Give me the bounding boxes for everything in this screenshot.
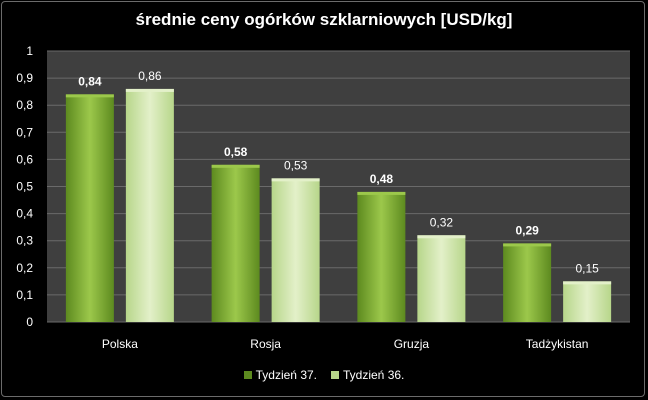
bar-cap bbox=[563, 281, 612, 285]
y-tick-label: 0 bbox=[26, 315, 33, 329]
data-label: 0,15 bbox=[575, 261, 599, 275]
legend-swatch-series-2 bbox=[331, 371, 339, 379]
y-tick-label: 0,3 bbox=[16, 234, 33, 248]
legend-label-series-2: Tydzień 36. bbox=[343, 368, 405, 382]
bar-cap bbox=[211, 164, 260, 168]
bars bbox=[65, 88, 612, 322]
bar-series-2-tadżykistan bbox=[563, 281, 612, 322]
y-tick-label: 1 bbox=[26, 44, 33, 58]
x-tick-label: Tadżykistan bbox=[526, 337, 589, 351]
legend: Tydzień 37. Tydzień 36. bbox=[0, 368, 648, 382]
y-tick-label: 0,2 bbox=[16, 261, 33, 275]
data-label: 0,58 bbox=[224, 145, 248, 159]
y-axis: 0 0,1 0,2 0,3 0,4 0,5 0,6 0,7 0,8 0,9 1 bbox=[16, 44, 33, 329]
data-labels: 0,84 0,86 0,58 0,53 0,48 0,32 0,29 0,15 bbox=[78, 69, 599, 275]
bar-cap bbox=[417, 235, 466, 239]
data-label: 0,32 bbox=[430, 215, 454, 229]
bar-series-1-rosja bbox=[211, 164, 260, 322]
legend-item-series-1: Tydzień 37. bbox=[243, 368, 317, 382]
legend-label-series-1: Tydzień 37. bbox=[255, 368, 317, 382]
bar-cap bbox=[357, 191, 406, 195]
bar-series-2-rosja bbox=[271, 178, 320, 322]
data-label: 0,84 bbox=[78, 74, 102, 88]
y-tick-label: 0,1 bbox=[16, 288, 33, 302]
legend-swatch-series-1 bbox=[243, 371, 252, 379]
y-tick-label: 0,9 bbox=[16, 71, 33, 85]
x-axis: Polska Rosja Gruzja Tadżykistan bbox=[102, 337, 589, 351]
legend-item-series-2: Tydzień 36. bbox=[331, 368, 404, 382]
bar-cap bbox=[503, 243, 552, 247]
x-tick-label: Rosja bbox=[250, 337, 281, 351]
bar-series-1-polska bbox=[65, 94, 114, 322]
bar-series-2-gruzja bbox=[417, 235, 466, 322]
x-tick-label: Gruzja bbox=[394, 337, 430, 351]
x-tick-label: Polska bbox=[102, 337, 138, 351]
y-tick-label: 0,8 bbox=[16, 98, 33, 112]
y-tick-label: 0,5 bbox=[16, 180, 33, 194]
data-label: 0,53 bbox=[284, 158, 308, 172]
bar-cap bbox=[125, 88, 174, 92]
bar-cap bbox=[65, 94, 114, 98]
bar-series-1-tadżykistan bbox=[503, 243, 552, 322]
data-label: 0,48 bbox=[370, 172, 394, 186]
data-label: 0,86 bbox=[138, 69, 162, 83]
bar-series-2-polska bbox=[125, 88, 174, 322]
chart-title: średnie ceny ogórków szklarniowych [USD/… bbox=[135, 10, 513, 29]
y-tick-label: 0,6 bbox=[16, 152, 33, 166]
y-tick-label: 0,7 bbox=[16, 125, 33, 139]
data-label: 0,29 bbox=[515, 223, 539, 237]
bar-cap bbox=[271, 178, 320, 182]
bar-series-1-gruzja bbox=[357, 191, 406, 322]
y-tick-label: 0,4 bbox=[16, 207, 33, 221]
